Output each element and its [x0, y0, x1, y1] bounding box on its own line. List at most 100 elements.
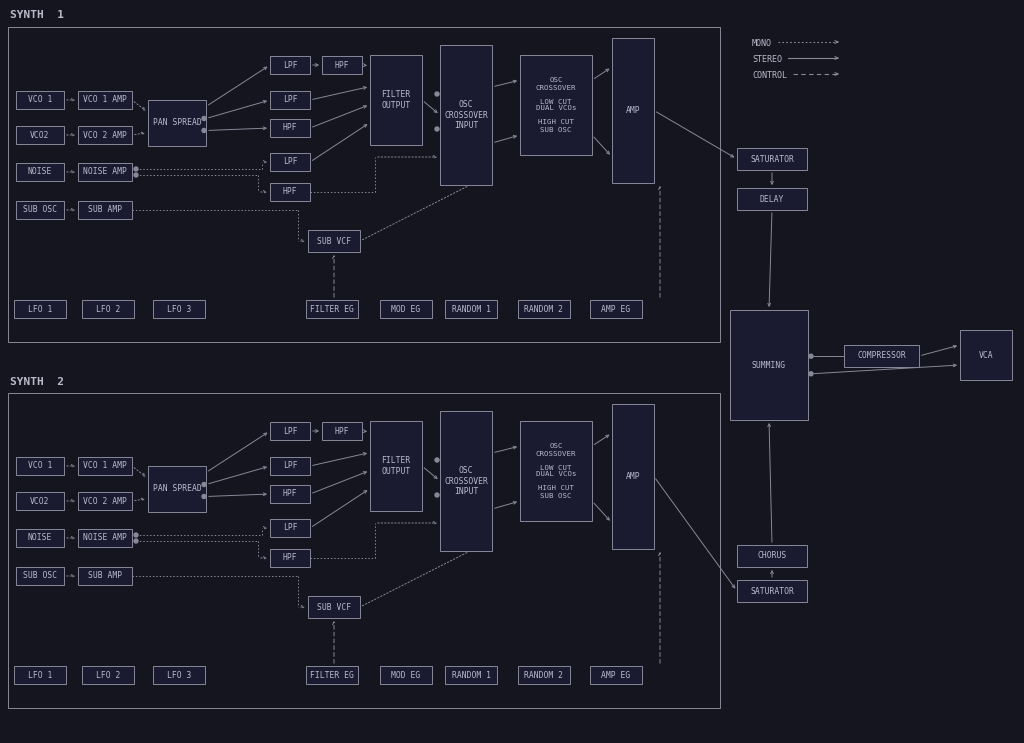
Text: MOD EG: MOD EG: [391, 670, 421, 680]
FancyBboxPatch shape: [78, 457, 132, 475]
Text: OSC
CROSSOVER

LOW CUT
DUAL VCOs

HIGH CUT
SUB OSC: OSC CROSSOVER LOW CUT DUAL VCOs HIGH CUT…: [536, 77, 577, 132]
Text: VCO 1: VCO 1: [28, 96, 52, 105]
FancyBboxPatch shape: [78, 567, 132, 585]
FancyBboxPatch shape: [14, 300, 66, 318]
Circle shape: [809, 372, 813, 376]
FancyBboxPatch shape: [612, 404, 654, 549]
FancyBboxPatch shape: [730, 310, 808, 420]
FancyBboxPatch shape: [590, 666, 642, 684]
Text: RANDOM 2: RANDOM 2: [524, 670, 563, 680]
Text: SATURATOR: SATURATOR: [750, 586, 794, 595]
FancyBboxPatch shape: [590, 300, 642, 318]
Text: LFO 2: LFO 2: [96, 305, 120, 314]
Text: MONO: MONO: [752, 39, 772, 48]
Text: VCO2: VCO2: [31, 131, 50, 140]
Text: STEREO: STEREO: [752, 54, 782, 63]
Text: RANDOM 1: RANDOM 1: [452, 670, 490, 680]
Text: HPF: HPF: [283, 554, 297, 562]
Text: VCO2: VCO2: [31, 496, 50, 505]
FancyBboxPatch shape: [153, 666, 205, 684]
FancyBboxPatch shape: [440, 411, 492, 551]
Text: CHORUS: CHORUS: [758, 551, 786, 560]
FancyBboxPatch shape: [153, 300, 205, 318]
Text: AMP EG: AMP EG: [601, 670, 631, 680]
FancyBboxPatch shape: [445, 300, 497, 318]
FancyBboxPatch shape: [380, 300, 432, 318]
FancyBboxPatch shape: [518, 300, 570, 318]
Text: LFO 2: LFO 2: [96, 670, 120, 680]
Text: HPF: HPF: [335, 60, 349, 70]
Text: FILTER EG: FILTER EG: [310, 305, 354, 314]
FancyBboxPatch shape: [440, 45, 492, 185]
FancyBboxPatch shape: [520, 55, 592, 155]
FancyBboxPatch shape: [82, 300, 134, 318]
FancyBboxPatch shape: [270, 549, 310, 567]
Text: VCO 2 AMP: VCO 2 AMP: [83, 496, 127, 505]
Circle shape: [435, 127, 439, 131]
FancyBboxPatch shape: [82, 666, 134, 684]
FancyBboxPatch shape: [16, 91, 63, 109]
Text: SUB OSC: SUB OSC: [23, 206, 57, 215]
FancyBboxPatch shape: [270, 119, 310, 137]
Circle shape: [435, 458, 439, 462]
Text: SUB VCF: SUB VCF: [317, 236, 351, 245]
Text: LPF: LPF: [283, 524, 297, 533]
Text: SUB AMP: SUB AMP: [88, 206, 122, 215]
FancyBboxPatch shape: [16, 492, 63, 510]
FancyBboxPatch shape: [844, 345, 919, 367]
FancyBboxPatch shape: [961, 330, 1012, 380]
Text: CONTROL: CONTROL: [752, 71, 787, 80]
Circle shape: [202, 129, 206, 132]
Text: NOISE AMP: NOISE AMP: [83, 167, 127, 177]
Text: LPF: LPF: [283, 158, 297, 166]
FancyBboxPatch shape: [78, 529, 132, 547]
Text: SUB AMP: SUB AMP: [88, 571, 122, 580]
FancyBboxPatch shape: [270, 183, 310, 201]
Text: HPF: HPF: [335, 426, 349, 435]
Text: HPF: HPF: [283, 123, 297, 132]
Text: NOISE AMP: NOISE AMP: [83, 533, 127, 542]
Text: PAN SPREAD: PAN SPREAD: [153, 484, 202, 493]
Text: VCO 1 AMP: VCO 1 AMP: [83, 96, 127, 105]
FancyBboxPatch shape: [270, 91, 310, 109]
Text: SUB VCF: SUB VCF: [317, 603, 351, 611]
FancyBboxPatch shape: [270, 457, 310, 475]
Circle shape: [134, 173, 138, 177]
Circle shape: [134, 539, 138, 543]
Text: RANDOM 1: RANDOM 1: [452, 305, 490, 314]
FancyBboxPatch shape: [612, 38, 654, 183]
Text: AMP: AMP: [626, 106, 640, 115]
FancyBboxPatch shape: [520, 421, 592, 521]
Text: FILTER EG: FILTER EG: [310, 670, 354, 680]
FancyBboxPatch shape: [148, 100, 206, 146]
Text: DELAY: DELAY: [760, 195, 784, 204]
Text: FILTER
OUTPUT: FILTER OUTPUT: [381, 91, 411, 110]
FancyBboxPatch shape: [148, 466, 206, 511]
Circle shape: [202, 482, 206, 487]
Text: OSC
CROSSOVER
INPUT: OSC CROSSOVER INPUT: [444, 100, 488, 130]
Text: OSC
CROSSOVER
INPUT: OSC CROSSOVER INPUT: [444, 466, 488, 496]
Circle shape: [202, 117, 206, 120]
FancyBboxPatch shape: [78, 126, 132, 144]
FancyBboxPatch shape: [737, 188, 807, 210]
Circle shape: [435, 92, 439, 96]
Text: PAN SPREAD: PAN SPREAD: [153, 118, 202, 127]
FancyBboxPatch shape: [78, 163, 132, 181]
Circle shape: [202, 495, 206, 499]
Text: LPF: LPF: [283, 426, 297, 435]
Text: VCO 1: VCO 1: [28, 461, 52, 470]
Text: SUB OSC: SUB OSC: [23, 571, 57, 580]
FancyBboxPatch shape: [16, 126, 63, 144]
FancyBboxPatch shape: [308, 230, 360, 252]
FancyBboxPatch shape: [370, 55, 422, 145]
Text: AMP EG: AMP EG: [601, 305, 631, 314]
FancyBboxPatch shape: [16, 529, 63, 547]
FancyBboxPatch shape: [308, 596, 360, 618]
FancyBboxPatch shape: [270, 153, 310, 171]
Text: HPF: HPF: [283, 187, 297, 196]
FancyBboxPatch shape: [16, 567, 63, 585]
FancyBboxPatch shape: [370, 421, 422, 511]
FancyBboxPatch shape: [16, 163, 63, 181]
Text: LPF: LPF: [283, 461, 297, 470]
Text: MOD EG: MOD EG: [391, 305, 421, 314]
